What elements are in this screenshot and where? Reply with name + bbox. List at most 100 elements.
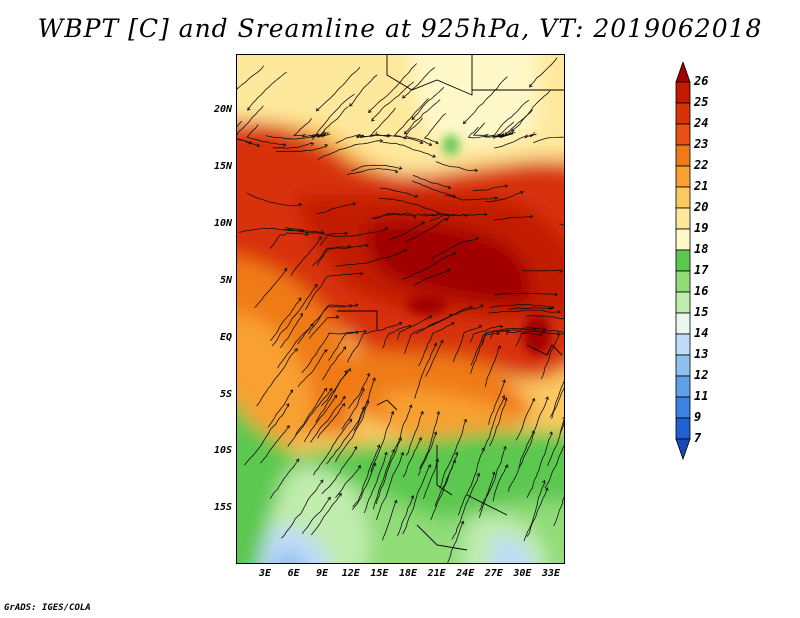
streamline xyxy=(267,389,294,428)
streamline-arrow xyxy=(403,249,408,253)
streamline xyxy=(319,227,388,246)
streamline xyxy=(347,373,370,409)
streamline-arrow xyxy=(531,397,536,402)
streamline-arrow xyxy=(391,449,395,453)
streamline-arrow xyxy=(541,479,546,484)
streamline xyxy=(452,325,482,363)
streamline xyxy=(493,292,558,296)
lat-label: 5N xyxy=(219,275,232,286)
streamline xyxy=(335,133,376,144)
streamline xyxy=(526,487,548,537)
colorbar-swatch xyxy=(675,354,691,377)
streamline xyxy=(309,316,339,339)
streamline xyxy=(371,213,416,219)
streamline xyxy=(310,493,342,536)
streamline-arrow xyxy=(502,379,506,384)
streamline-arrow xyxy=(376,444,381,449)
streamline xyxy=(247,71,287,111)
streamline xyxy=(321,446,358,495)
streamline-arrow xyxy=(501,394,506,399)
streamline xyxy=(321,370,348,407)
map-panel xyxy=(236,54,565,564)
streamline-arrow xyxy=(433,342,438,347)
streamline-arrow xyxy=(365,243,369,248)
streamline xyxy=(285,227,324,233)
streamline-arrow xyxy=(336,315,340,319)
streamline xyxy=(540,333,564,379)
streamline-arrow xyxy=(407,324,412,329)
streamline-arrow xyxy=(428,142,433,146)
streamline xyxy=(472,185,508,192)
streamline-arrow xyxy=(247,107,251,111)
streamline xyxy=(290,236,322,276)
streamline xyxy=(244,403,290,466)
streamline-arrow xyxy=(511,128,515,132)
streamline-arrow xyxy=(361,387,365,392)
streamline-arrow xyxy=(297,297,302,301)
colorbar-label: 11 xyxy=(694,389,709,403)
streamline-arrow xyxy=(483,212,488,217)
streamline-arrow xyxy=(545,396,549,400)
streamline xyxy=(272,143,314,149)
streamline xyxy=(423,459,439,500)
lon-label: 6E xyxy=(287,568,300,579)
streamline-arrow xyxy=(460,520,465,525)
streamline-arrow xyxy=(283,267,288,272)
streamline-arrow xyxy=(344,370,348,374)
streamline xyxy=(301,331,359,374)
streamline-arrow xyxy=(436,410,440,415)
streamline-arrow xyxy=(452,252,457,256)
streamline xyxy=(405,411,424,456)
streamline xyxy=(279,313,303,349)
streamline-arrow xyxy=(412,215,417,220)
colorbar-swatch xyxy=(675,270,691,293)
streamline xyxy=(328,330,367,361)
streamline-arrow xyxy=(562,416,564,419)
streamline-arrow xyxy=(324,144,329,148)
streamline-arrow xyxy=(464,214,468,218)
lat-label: 15N xyxy=(213,161,232,172)
streamline xyxy=(347,168,399,175)
colorbar-label: 13 xyxy=(694,347,709,361)
streamline xyxy=(414,269,451,286)
streamline xyxy=(533,136,564,144)
streamline xyxy=(435,161,478,172)
streamline-arrow xyxy=(393,499,398,504)
streamline xyxy=(397,495,414,536)
streamline-arrow xyxy=(342,395,346,400)
streamline xyxy=(238,227,304,233)
streamline xyxy=(494,133,534,149)
lon-label: 15E xyxy=(370,568,389,579)
streamline xyxy=(397,315,432,341)
streamline xyxy=(295,388,327,435)
streamline-arrow xyxy=(447,185,452,190)
streamline-arrow xyxy=(419,140,424,145)
streamline-arrow xyxy=(435,458,439,463)
streamline-arrow xyxy=(363,329,368,334)
streamline xyxy=(411,86,445,120)
lon-label: 21E xyxy=(427,568,446,579)
streamline-arrow xyxy=(520,190,524,195)
streamline xyxy=(447,521,464,563)
wbpt-shading xyxy=(237,55,564,563)
lat-label: 5S xyxy=(219,389,232,400)
streamline xyxy=(393,404,412,452)
streamline xyxy=(402,252,457,280)
streamline-arrow xyxy=(444,218,449,222)
streamline-arrow xyxy=(342,346,347,350)
streamline xyxy=(271,284,318,347)
streamline xyxy=(479,446,507,512)
colorbar-swatch xyxy=(675,375,691,398)
colorbar-swatch xyxy=(675,62,691,83)
streamline xyxy=(356,134,424,144)
streamline xyxy=(260,425,290,464)
country-borders xyxy=(337,55,564,551)
streamline xyxy=(375,437,402,505)
streamline-arrow xyxy=(492,135,497,140)
streamline xyxy=(270,297,302,341)
streamline-arrow xyxy=(256,143,261,148)
streamline xyxy=(529,57,558,88)
streamline-arrow xyxy=(462,120,467,125)
streamline-arrow xyxy=(549,431,553,435)
streamline xyxy=(482,395,505,453)
